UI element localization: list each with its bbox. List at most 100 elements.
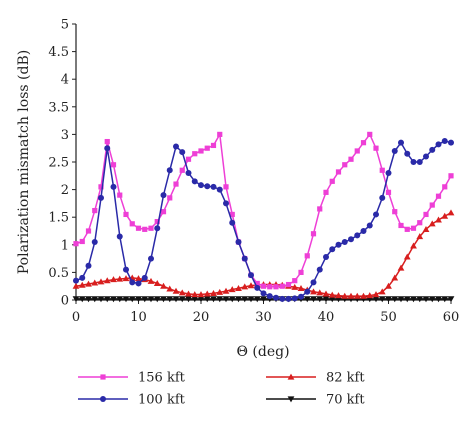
data-point-82-kft [366,292,374,299]
legend-marker [287,396,295,403]
data-point-82-kft [441,212,449,219]
data-point-100-kft [391,147,398,154]
data-point-156-kft [448,173,454,179]
data-point-82-kft [172,287,180,294]
data-point-70-kft [110,296,117,303]
data-point-70-kft [216,296,224,303]
data-point-156-kft [254,280,260,287]
data-point-156-kft [198,148,204,154]
data-point-100-kft [441,138,448,145]
data-point-70-kft [178,296,186,303]
data-point-100-kft [185,170,192,177]
data-point-82-kft [185,290,192,297]
data-point-70-kft [203,296,211,303]
data-point-100-kft [429,146,436,153]
data-point-156-kft [317,206,323,212]
data-point-156-kft [442,184,448,190]
data-point-156-kft [79,238,85,245]
data-point-100-kft [260,290,267,297]
chart-axes [75,24,451,301]
data-point-100-kft [166,167,173,174]
data-point-100-kft [360,228,367,234]
chart-legend: 156 kft 100 kft 82 kft 70 kft [78,371,365,408]
data-point-70-kft [78,296,86,303]
data-point-100-kft [254,284,261,291]
data-point-100-kft [123,266,129,273]
data-point-100-kft [223,200,229,207]
data-point-82-kft [91,279,99,286]
data-point-70-kft [172,296,180,303]
data-point-82-kft [166,285,174,292]
data-point-100-kft [385,170,392,177]
data-point-82-kft [322,290,330,297]
data-point-100-kft [448,139,454,146]
data-point-82-kft [241,283,249,290]
data-point-156-kft [273,284,279,290]
data-point-70-kft [97,296,105,303]
data-point-70-kft [85,296,92,303]
data-point-82-kft [228,286,236,293]
series-70-kft [72,296,455,303]
legend-label: 82 kft [326,371,365,386]
data-point-100-kft [85,262,92,269]
data-point-82-kft [360,292,367,299]
data-point-82-kft [103,277,111,284]
data-point-100-kft [410,159,417,165]
legend-marker [100,374,106,380]
data-point-70-kft [410,296,417,303]
data-point-70-kft [122,296,130,303]
data-point-100-kft [304,288,311,295]
data-point-82-kft [378,288,386,295]
data-point-82-kft [247,282,255,289]
data-point-156-kft [260,283,267,289]
data-point-70-kft [378,296,386,303]
data-point-70-kft [91,296,99,303]
data-point-100-kft [316,266,323,273]
data-point-156-kft [417,220,423,226]
data-point-70-kft [235,296,242,303]
x-tick-label: 0 [72,310,80,325]
x-tick-label: 20 [193,310,210,325]
data-point-100-kft [91,239,98,246]
data-point-70-kft [103,296,111,303]
legend-marker [287,373,295,380]
data-point-82-kft [210,289,217,296]
x-tick-label: 10 [130,310,147,325]
data-point-82-kft [397,264,405,271]
y-tick-label: 3.5 [48,100,69,115]
data-point-156-kft [148,225,154,231]
data-point-100-kft [179,149,186,156]
data-point-100-kft [229,219,236,226]
data-point-156-kft [292,278,298,284]
data-point-82-kft [353,292,361,299]
data-point-156-kft [373,145,379,151]
data-point-70-kft [222,296,230,303]
data-point-156-kft [217,131,223,137]
legend-marker [100,396,106,402]
data-point-156-kft [410,225,417,231]
data-point-70-kft [328,296,336,303]
data-point-100-kft [135,280,142,287]
data-point-100-kft [160,192,167,199]
legend-item-70-kft: 70 kft [266,393,365,408]
data-point-100-kft [379,194,386,201]
data-point-100-kft [110,183,117,190]
series-100-kft [73,138,454,302]
y-tick-label: 0.5 [48,266,69,281]
data-point-70-kft [253,296,261,303]
data-point-70-kft [185,296,192,303]
data-point-82-kft [372,291,380,298]
data-point-156-kft [342,162,348,168]
data-point-156-kft [354,148,360,154]
y-tick-label: 3 [61,128,69,143]
data-point-82-kft [216,288,224,295]
data-point-82-kft [203,290,211,297]
data-point-100-kft [354,232,361,239]
data-point-70-kft [228,296,236,303]
data-point-70-kft [416,296,424,303]
data-point-100-kft [266,293,273,300]
data-point-70-kft [385,296,392,303]
data-point-100-kft [398,139,404,146]
data-point-70-kft [135,296,142,303]
data-point-100-kft [329,246,336,253]
